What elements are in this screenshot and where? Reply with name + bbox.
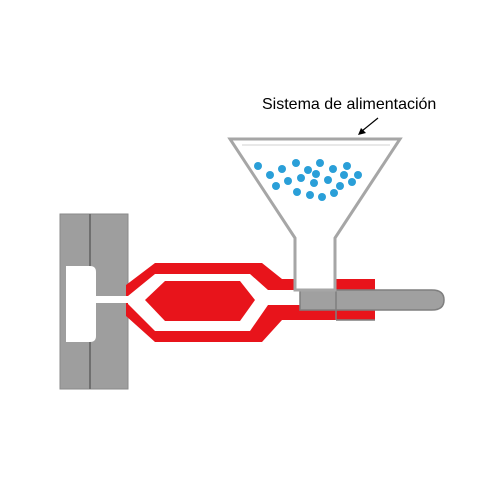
feed-system-label: Sistema de alimentación xyxy=(262,96,437,113)
sprue-channel xyxy=(96,296,132,303)
label-pointer-line xyxy=(361,117,379,132)
plastic-pellets xyxy=(254,159,362,201)
label-pointer-arrowhead xyxy=(358,128,366,135)
plunger-rod xyxy=(299,289,445,311)
torpedo-spreader xyxy=(145,281,255,321)
mold-cavity xyxy=(66,266,132,342)
